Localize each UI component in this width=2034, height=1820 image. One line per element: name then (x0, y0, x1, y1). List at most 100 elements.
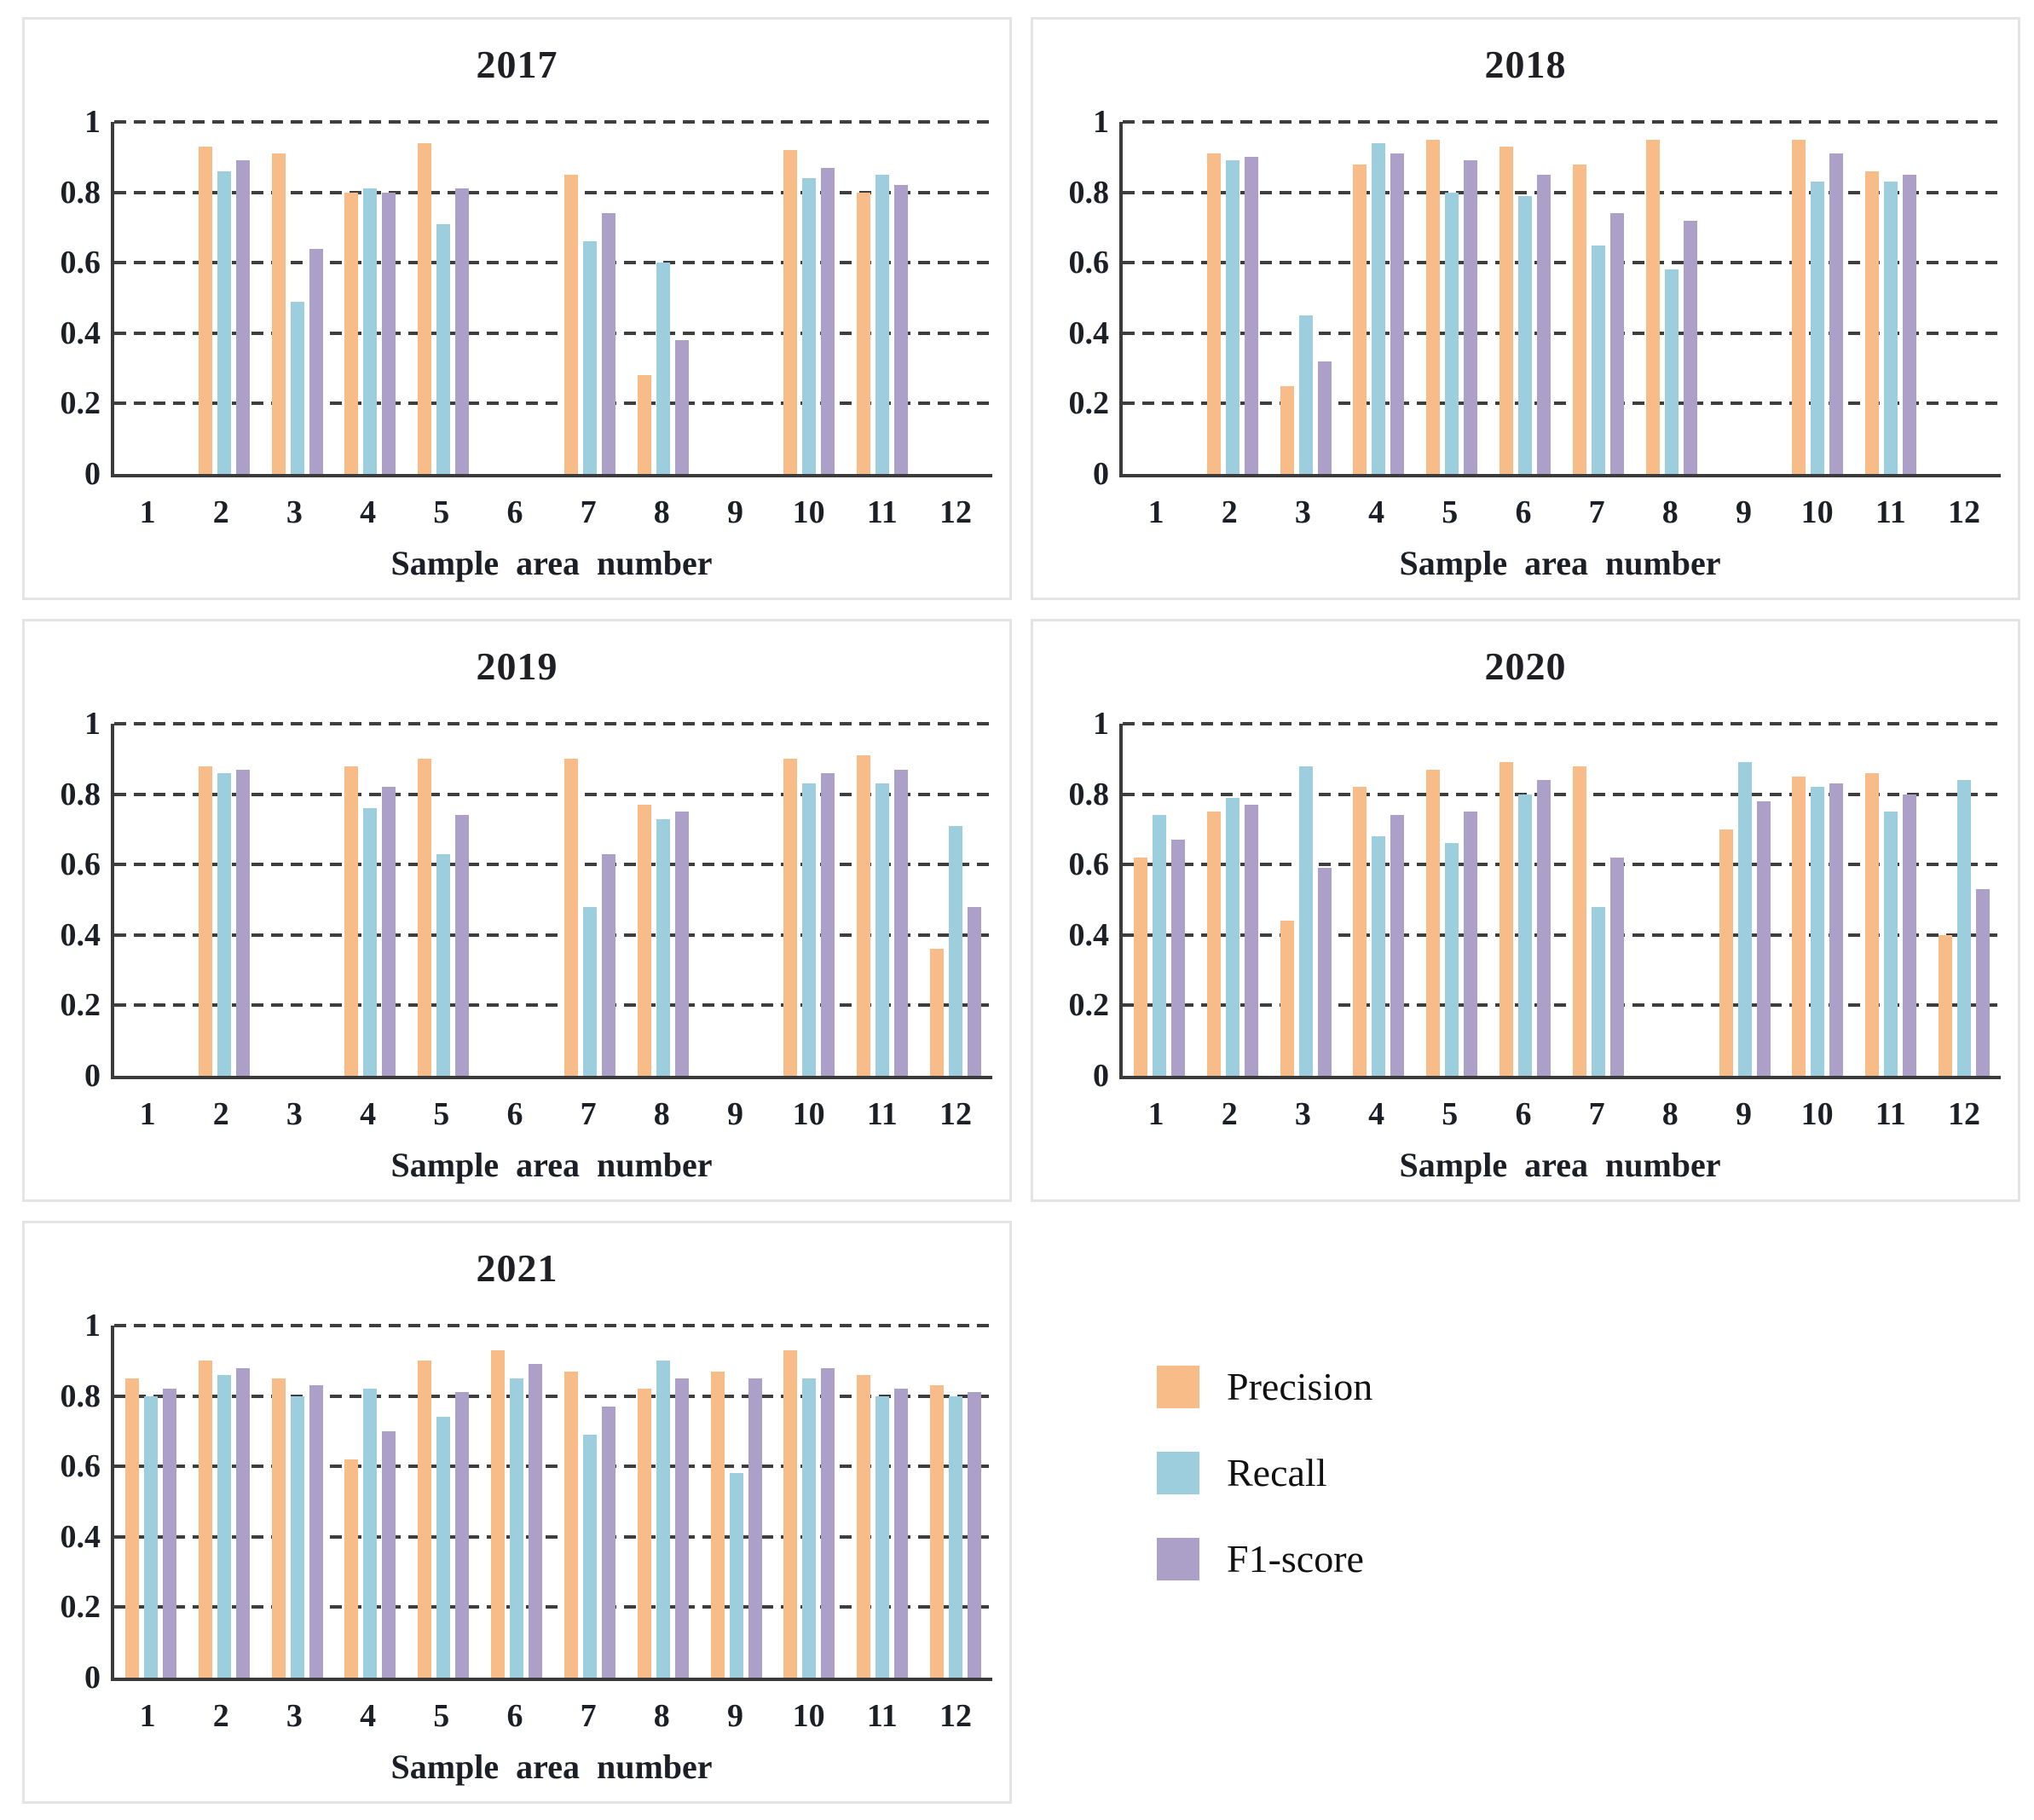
x-axis-title: Sample area number (390, 1146, 713, 1184)
bar-recall (363, 808, 378, 1076)
x-tick-label: 11 (866, 1698, 898, 1734)
x-tick-label: 10 (1800, 494, 1834, 530)
x-tick-label: 4 (360, 494, 377, 530)
bar-recall (802, 178, 817, 474)
bar-group (1708, 122, 1782, 474)
gridline (1123, 933, 2001, 937)
x-tick-label: 6 (1515, 1096, 1532, 1132)
y-tick-label: 0.8 (1068, 776, 1110, 812)
x-tick-label: 1 (139, 1096, 156, 1132)
bar-recall (875, 1395, 890, 1678)
bar-recall (510, 1378, 524, 1678)
x-tick-label: 2 (212, 1096, 229, 1132)
bar-precision (198, 1361, 212, 1678)
bar-recall (217, 1374, 231, 1678)
x-tick-label: 3 (286, 1698, 303, 1734)
bar-f1score (1390, 815, 1405, 1076)
bar-precision (1280, 385, 1294, 474)
x-tick-label: 12 (939, 494, 972, 530)
bar-recall (582, 1435, 597, 1678)
bar-group (846, 1326, 919, 1678)
bar-precision (1719, 829, 1733, 1076)
legend-item: Recall (1157, 1450, 1372, 1495)
chart-panel-2017: 2017 1 0.8 0.6 0.4 0.2 0 1 2 3 4 5 6 7 8 9 10 11 12 Sample … (22, 17, 1012, 600)
x-tick-label: 2 (212, 1698, 229, 1734)
bar-f1score (309, 248, 323, 474)
x-tick-label: 10 (792, 494, 825, 530)
bar-f1score (1537, 174, 1552, 474)
bar-group (1415, 724, 1488, 1076)
x-tick-label: 3 (286, 1096, 303, 1132)
y-tick-label: 1 (1093, 706, 1109, 742)
gridline (114, 1003, 992, 1008)
bar-precision (1499, 762, 1514, 1076)
bar-group (553, 122, 627, 474)
bar-f1score (1464, 812, 1478, 1076)
bar-group (1708, 724, 1782, 1076)
x-tick-label: 6 (1515, 494, 1532, 530)
bar-recall (1298, 315, 1313, 474)
bar-group (333, 724, 407, 1076)
bar-f1score (968, 1392, 982, 1678)
x-tick-label: 1 (1147, 1096, 1164, 1132)
bar-precision (198, 766, 212, 1076)
bar-group (114, 1326, 188, 1678)
bar-group (700, 1326, 773, 1678)
y-tick-label: 0 (1093, 456, 1109, 492)
bar-recall (1811, 787, 1825, 1076)
bar-precision (637, 805, 651, 1076)
x-tick-label: 3 (286, 494, 303, 530)
bar-precision (637, 375, 651, 474)
y-tick-label: 0.6 (1068, 245, 1110, 281)
bar-group (1269, 122, 1343, 474)
bar-groups (114, 724, 992, 1076)
bar-groups (1123, 122, 2001, 474)
x-tick-label: 5 (433, 1698, 450, 1734)
x-tick-label: 12 (1947, 1096, 1980, 1132)
bar-precision (418, 1361, 432, 1678)
bar-precision (1939, 934, 1953, 1076)
bar-recall (582, 906, 597, 1076)
bar-f1score (1317, 361, 1332, 474)
bar-precision (783, 150, 798, 474)
gridline (114, 261, 992, 265)
y-tick-label: 0 (84, 1660, 101, 1696)
bar-group (1342, 122, 1415, 474)
x-tick-label: 7 (580, 1698, 597, 1734)
bar-precision (1206, 812, 1221, 1076)
bar-precision (783, 1349, 798, 1678)
x-axis-title: Sample area number (390, 544, 713, 582)
bar-group (1781, 724, 1854, 1076)
y-tick-label: 0.2 (60, 1589, 101, 1626)
y-tick-label: 0.4 (1068, 916, 1110, 953)
bar-precision (857, 1374, 871, 1678)
chart-title: 2017 (476, 43, 558, 86)
bar-group (1488, 122, 1562, 474)
bar-precision (1499, 146, 1514, 474)
bar-recall (1445, 843, 1459, 1076)
bar-precision (198, 146, 212, 474)
bar-recall (143, 1395, 158, 1678)
chart-title: 2021 (476, 1246, 558, 1290)
bar-f1score (1829, 153, 1844, 474)
x-tick-label: 8 (1661, 494, 1679, 530)
bar-recall (290, 1395, 304, 1678)
y-tick-label: 0.4 (60, 916, 101, 953)
bar-recall (656, 263, 670, 474)
y-tick-label: 0.2 (60, 385, 101, 422)
x-tick-label: 2 (1221, 494, 1238, 530)
bar-group (772, 122, 846, 474)
bar-recall (1811, 182, 1825, 474)
bar-group (1854, 122, 1927, 474)
bar-group (1927, 122, 2001, 474)
bar-group (700, 724, 773, 1076)
bar-f1score (1244, 805, 1258, 1076)
y-tick-label: 0.6 (1068, 846, 1110, 883)
y-tick-label: 0.6 (60, 846, 101, 883)
bar-group (1196, 122, 1269, 474)
bar-recall (436, 1417, 451, 1678)
chart-panel-2019: 2019 1 0.8 0.6 0.4 0.2 0 1 2 3 4 5 6 7 8 9 10 11 12 Sample … (22, 619, 1012, 1202)
bar-group (333, 1326, 407, 1678)
bar-f1score (455, 188, 470, 474)
bar-recall (949, 825, 963, 1076)
